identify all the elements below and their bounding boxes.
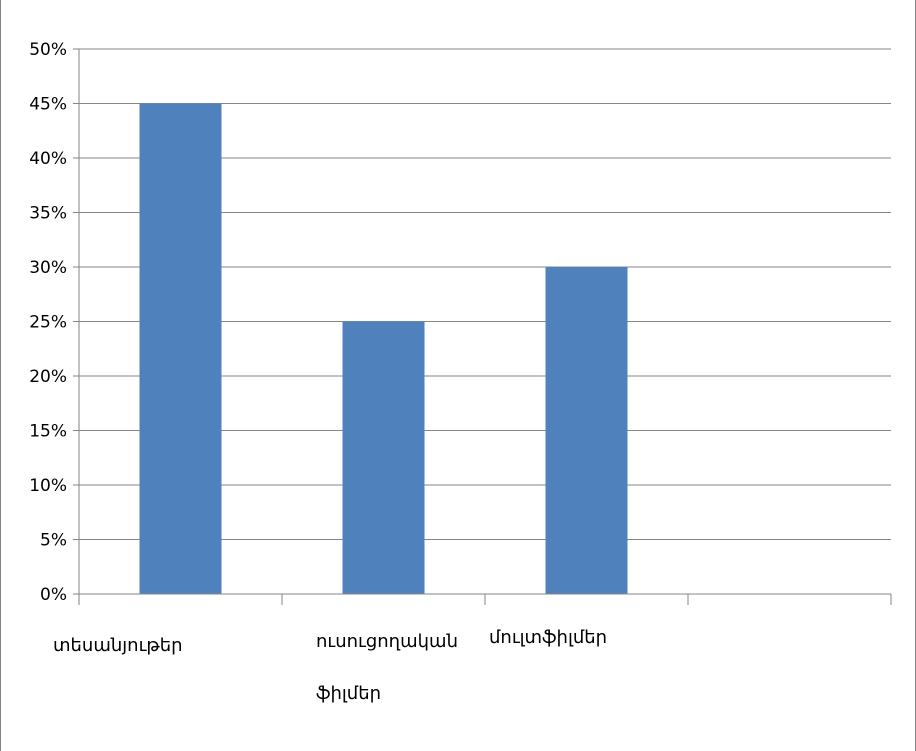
bars [139,103,628,594]
x-category-label-2: մուլտֆիլմեր [489,627,608,648]
bar-0 [139,103,222,594]
axes [73,48,892,605]
y-tick-label: 20% [29,367,67,387]
y-tick-labels: 0% 5% 10% 15% 20% 25% 30% 35% 40% 45% 50% [29,40,67,605]
y-tick-label: 15% [29,422,67,442]
x-category-label-1: ուսուցողական ֆիլմեր [316,631,458,704]
y-tick-label: 40% [29,149,67,169]
bar-2 [545,267,628,594]
y-tick-label: 0% [40,585,67,605]
y-tick-label: 50% [29,40,67,60]
y-tick-label: 30% [29,258,67,278]
bar-1 [342,321,425,594]
y-tick-label: 25% [29,313,67,333]
y-tick-label: 10% [29,476,67,496]
y-tick-label: 5% [40,531,67,551]
y-tick-label: 45% [29,95,67,115]
y-tick-label: 35% [29,204,67,224]
x-category-label-0: տեսանյութեր [53,635,183,656]
